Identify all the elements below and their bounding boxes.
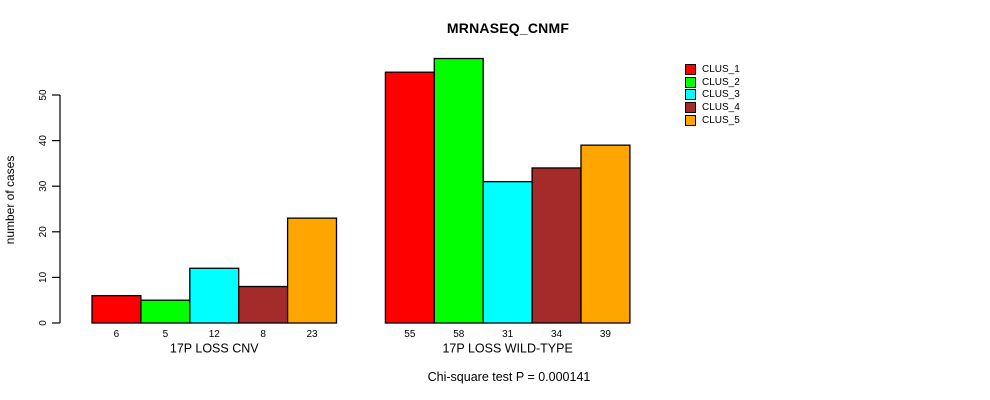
bar <box>384 71 435 324</box>
bar-value-label: 6 <box>114 329 120 340</box>
legend-swatch <box>685 101 696 113</box>
bar-value-label: 12 <box>209 329 221 340</box>
bar <box>189 267 240 324</box>
group-label: 17P LOSS WILD-TYPE <box>442 342 572 356</box>
chi-square-note: Chi-square test P = 0.000141 <box>427 370 591 384</box>
legend-row: CLUS_2 <box>685 76 740 89</box>
bar <box>580 144 631 324</box>
y-tick-label: 30 <box>38 180 49 192</box>
bar-value-label: 8 <box>260 329 266 340</box>
legend-label: CLUS_3 <box>702 89 740 101</box>
bar-value-label: 23 <box>306 329 318 340</box>
bar-value-label: 55 <box>404 329 416 340</box>
legend-swatch <box>685 89 696 101</box>
legend-label: CLUS_5 <box>702 114 740 126</box>
y-tick-label: 50 <box>38 89 49 101</box>
bar-value-label: 58 <box>453 329 465 340</box>
y-tick-label: 20 <box>38 226 49 238</box>
legend-label: CLUS_4 <box>702 101 740 113</box>
legend-swatch <box>685 114 696 126</box>
group-label: 17P LOSS CNV <box>170 342 259 356</box>
bar <box>91 294 142 324</box>
bar <box>140 299 191 324</box>
bar-value-label: 31 <box>502 329 514 340</box>
legend-label: CLUS_2 <box>702 76 740 88</box>
bar <box>482 180 533 324</box>
bar <box>238 285 289 324</box>
bar-value-label: 5 <box>163 329 169 340</box>
chart-title: MRNASEQ_CNMF <box>446 20 570 36</box>
y-tick-label: 0 <box>38 320 49 326</box>
bar <box>531 167 582 324</box>
y-tick-label: 10 <box>38 271 49 283</box>
legend-swatch <box>685 63 696 75</box>
legend-row: CLUS_4 <box>685 101 740 114</box>
legend-label: CLUS_1 <box>702 63 740 75</box>
bar-value-label: 39 <box>600 329 612 340</box>
legend-row: CLUS_3 <box>685 88 740 101</box>
legend-row: CLUS_5 <box>685 114 740 127</box>
legend-row: CLUS_1 <box>685 63 740 76</box>
bar-value-label: 34 <box>551 329 563 340</box>
legend-swatch <box>685 76 696 88</box>
bar <box>286 217 338 324</box>
y-tick-label: 40 <box>38 135 49 147</box>
legend: CLUS_1 CLUS_2 CLUS_3 CLUS_4 CLUS_5 <box>685 63 740 126</box>
bar <box>433 57 484 324</box>
